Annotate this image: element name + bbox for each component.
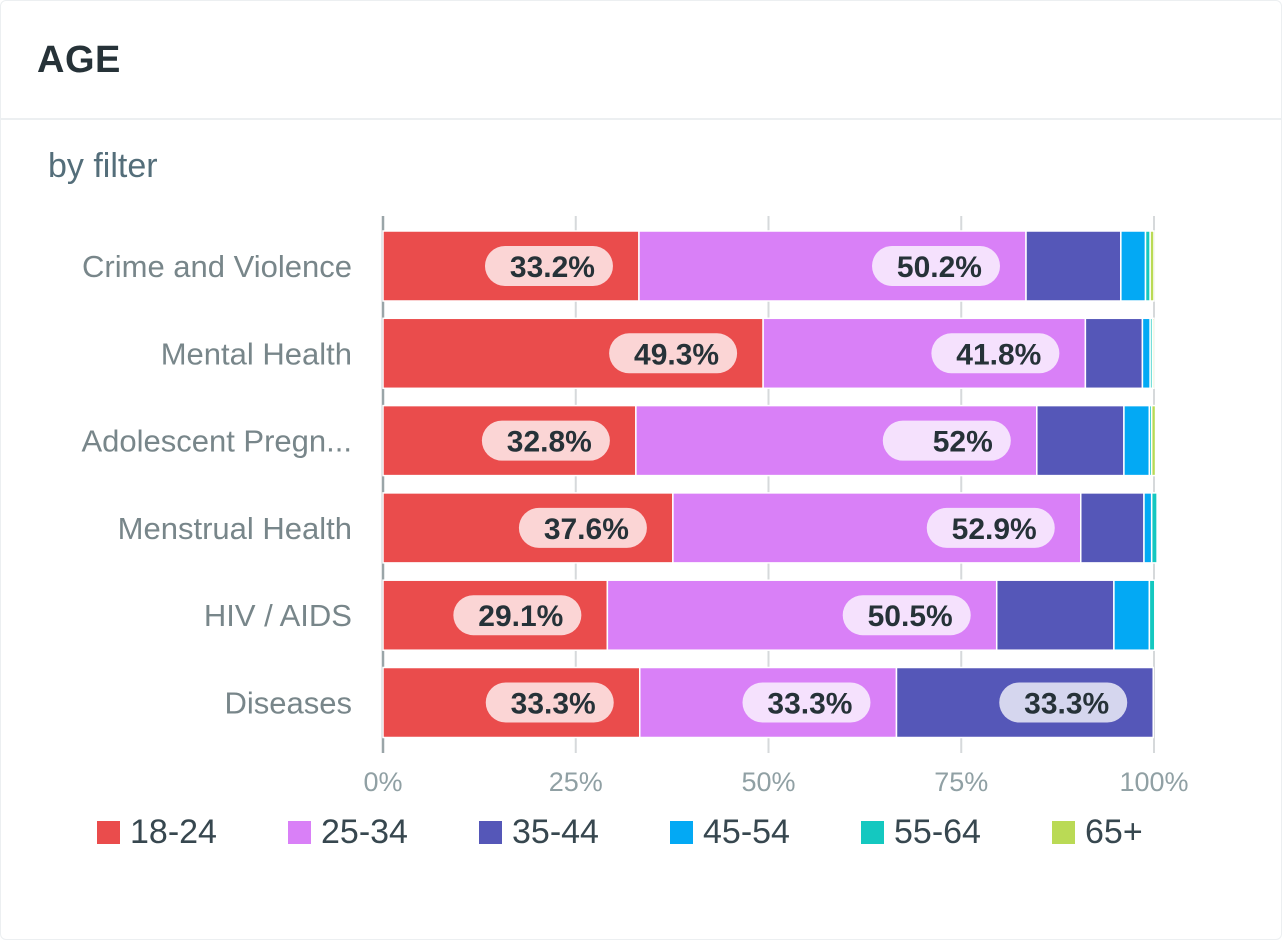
bar-segment-35-44[interactable] [1084, 317, 1144, 390]
legend-swatch [670, 821, 693, 844]
legend-swatch [861, 821, 884, 844]
x-tick-label: 0% [363, 767, 402, 797]
legend-item[interactable]: 45-54 [670, 813, 861, 852]
legend-item[interactable]: 55-64 [861, 813, 1052, 852]
category-label: Adolescent Pregn... [81, 424, 352, 459]
legend-swatch [97, 821, 120, 844]
legend-item[interactable]: 65+ [1052, 813, 1243, 852]
x-tick-label: 50% [741, 767, 795, 797]
bar-segment-35-44[interactable] [1025, 230, 1122, 302]
data-label-text: 32.8% [507, 426, 592, 459]
card-subtitle: by filter [48, 147, 158, 185]
legend-label: 25-34 [321, 813, 408, 851]
data-label-pill [926, 507, 1055, 548]
legend-label: 65+ [1085, 813, 1143, 851]
data-label-pill [882, 420, 1011, 461]
data-label-text: 33.3% [767, 688, 852, 721]
x-tick-label: 100% [1119, 767, 1188, 797]
data-label: 49.3% [609, 333, 738, 374]
stacked-bar-chart: 33.2% 50.2% 49.3% 41.8% 32.8% 52% 37.6% 52.9% 29… [81, 216, 1189, 797]
legend-item[interactable]: 35-44 [479, 813, 670, 852]
legend-item[interactable]: 25-34 [288, 813, 479, 852]
data-label: 33.3% [999, 682, 1128, 723]
bar-segment-65+[interactable] [1151, 317, 1155, 390]
data-label-pill [742, 682, 871, 723]
data-label: 32.8% [481, 420, 610, 461]
data-label: 52.9% [926, 507, 1055, 548]
data-label-text: 49.3% [634, 338, 719, 371]
bar-segment-35-44[interactable] [1080, 492, 1145, 564]
bar-segment-55-64[interactable] [1148, 579, 1156, 651]
x-axis-ticks: 0% 25% 50% 75% 100% [363, 767, 1188, 797]
bar-segment-35-44[interactable] [995, 579, 1115, 651]
category-label: Mental Health [161, 336, 352, 371]
data-label: 33.3% [485, 682, 614, 723]
data-label-pill [485, 682, 614, 723]
x-tick-label: 25% [549, 767, 603, 797]
legend-label: 55-64 [894, 813, 981, 851]
card-header: AGE [1, 1, 1281, 120]
data-label: 29.1% [453, 595, 582, 636]
bar-segment-65+[interactable] [1150, 404, 1157, 477]
category-label: Crime and Violence [82, 249, 352, 284]
bar-segment-45-54[interactable] [1123, 404, 1151, 477]
bar-segment-45-54[interactable] [1113, 579, 1151, 651]
card-title: AGE [37, 39, 121, 81]
legend-label: 45-54 [703, 813, 790, 851]
legend-swatch [288, 821, 311, 844]
data-label-text: 33.2% [510, 251, 595, 284]
data-label: 33.3% [742, 682, 871, 723]
data-labels: 33.2% 50.2% 49.3% 41.8% 32.8% 52% 37.6% 52.9% 29… [453, 246, 1128, 723]
data-label: 37.6% [518, 507, 647, 548]
legend-swatch [1052, 821, 1075, 844]
data-label: 50.2% [872, 246, 1001, 286]
data-label-text: 29.1% [478, 600, 563, 633]
category-label: Menstrual Health [118, 511, 352, 546]
data-label: 41.8% [931, 333, 1060, 374]
data-label-pill [872, 246, 1001, 286]
data-label-pill [484, 246, 613, 286]
legend: 18-24 25-34 35-44 45-54 55-64 65+ [97, 813, 1243, 852]
bar-segment-35-44[interactable] [1036, 404, 1125, 477]
data-label-text: 50.5% [868, 600, 953, 633]
data-label: 50.5% [842, 595, 971, 636]
legend-label: 35-44 [512, 813, 599, 851]
bar-segment-65+[interactable] [1149, 230, 1155, 302]
legend-item[interactable]: 18-24 [97, 813, 288, 852]
data-label-text: 52% [933, 426, 993, 459]
data-label-text: 41.8% [956, 338, 1041, 371]
category-label: HIV / AIDS [204, 598, 352, 633]
data-label-text: 33.3% [1024, 688, 1109, 721]
bar-segment-45-54[interactable] [1120, 230, 1147, 302]
bar-segment-55-64[interactable] [1150, 492, 1158, 564]
data-label-text: 52.9% [952, 513, 1037, 546]
data-label-text: 37.6% [544, 513, 629, 546]
grid-lines [381, 216, 1155, 753]
data-label-pill [453, 595, 582, 636]
data-label-pill [842, 595, 971, 636]
legend-label: 18-24 [130, 813, 217, 851]
x-tick-label: 75% [934, 767, 988, 797]
category-labels: Crime and Violence Mental Health Adolescen… [81, 249, 352, 721]
category-label: Diseases [225, 686, 353, 721]
data-label-text: 33.3% [511, 688, 596, 721]
data-label: 52% [882, 420, 1011, 461]
data-label-text: 50.2% [897, 251, 982, 284]
data-label-pill [609, 333, 738, 374]
data-label-pill [481, 420, 610, 461]
data-label: 33.2% [484, 246, 613, 286]
bars [382, 230, 1158, 739]
data-label-pill [999, 682, 1128, 723]
data-label-pill [518, 507, 647, 548]
data-label-pill [931, 333, 1060, 374]
bar-segment-45-54[interactable] [1141, 317, 1151, 390]
bar-segment-45-54[interactable] [1143, 492, 1153, 564]
legend-swatch [479, 821, 502, 844]
